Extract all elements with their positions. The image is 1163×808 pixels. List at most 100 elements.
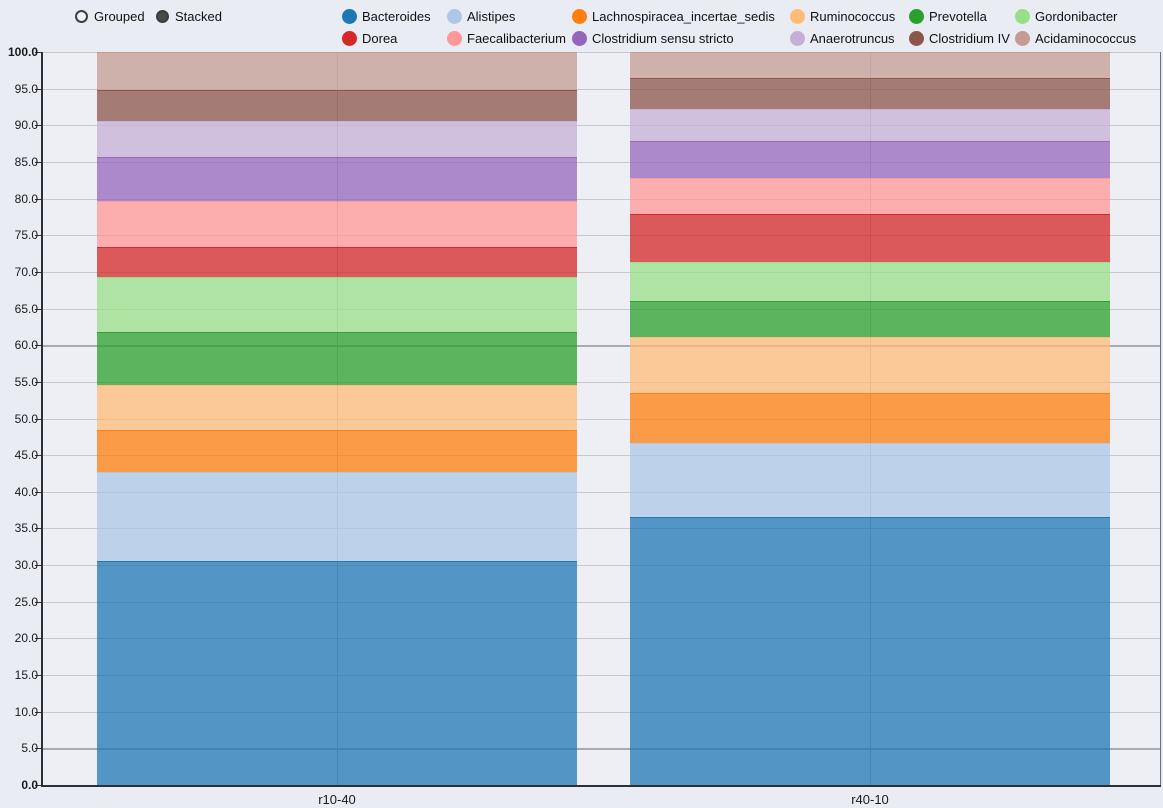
bar-segment-Prevotella[interactable] <box>630 300 1110 338</box>
y-tick-label: 20.0 <box>14 631 38 646</box>
y-axis-spine <box>41 52 43 787</box>
y-tick-label: 85.0 <box>14 154 38 169</box>
radio-stacked-label: Stacked <box>175 8 222 24</box>
bar-segment-Ruminococcus[interactable] <box>97 384 577 430</box>
plot-area <box>43 52 1161 786</box>
gridline <box>43 528 1161 529</box>
y-tick-mark <box>35 382 41 383</box>
legend-label: Clostridium sensu stricto <box>592 30 734 46</box>
legend-item[interactable]: Faecalibacterium <box>447 28 566 48</box>
legend-item[interactable]: Alistipes <box>447 6 515 26</box>
y-tick-mark <box>35 638 41 639</box>
legend-item[interactable]: Bacteroides <box>342 6 431 26</box>
bar-segment-Acidaminococcus[interactable] <box>630 52 1110 79</box>
legend-item[interactable]: Lachnospiracea_incertae_sedis <box>572 6 775 26</box>
bar-segment-Faecalibacterium[interactable] <box>97 200 577 247</box>
y-tick-mark <box>35 162 41 163</box>
legend-swatch-icon <box>1015 8 1030 24</box>
gridline <box>43 309 1161 310</box>
legend-swatch-icon <box>447 8 462 24</box>
gridline <box>43 602 1161 603</box>
bar-segment-Anaerotruncus[interactable] <box>630 109 1110 142</box>
legend-label: Alistipes <box>467 8 516 24</box>
legend-label: Prevotella <box>929 8 987 24</box>
legend-item[interactable]: Dorea <box>342 28 397 48</box>
y-tick-mark <box>35 455 41 456</box>
radio-stacked-icon <box>156 9 169 23</box>
gridline <box>43 89 1161 90</box>
legend-swatch-icon <box>909 30 924 46</box>
gridline <box>43 235 1161 236</box>
bar-segment-Clostridium IV[interactable] <box>97 90 577 121</box>
y-tick-mark <box>35 785 41 786</box>
bar-segment-Clostridium sensu stricto[interactable] <box>630 141 1110 179</box>
gridline <box>43 492 1161 493</box>
y-tick-mark <box>35 272 41 273</box>
bar-segment-Prevotella[interactable] <box>97 332 577 385</box>
legend-item[interactable]: Clostridium sensu stricto <box>572 28 734 48</box>
legend-label: Ruminococcus <box>810 8 896 24</box>
legend-item[interactable]: Gordonibacter <box>1015 6 1117 26</box>
gridline <box>43 162 1161 163</box>
y-tick-mark <box>35 565 41 566</box>
y-tick-label: 15.0 <box>14 668 38 683</box>
y-tick-label: 65.0 <box>14 301 38 316</box>
y-tick-label: 10.0 <box>14 704 38 719</box>
gridline <box>43 382 1161 383</box>
y-tick-label: 90.0 <box>14 118 38 133</box>
legend-label: Gordonibacter <box>1035 8 1118 24</box>
gridline <box>43 638 1161 639</box>
bar-segment-Bacteroides[interactable] <box>97 560 577 785</box>
bar-segment-Bacteroides[interactable] <box>630 516 1110 785</box>
bar-segment-Alistipes[interactable] <box>630 442 1110 517</box>
legend-item[interactable]: Acidaminococcus <box>1015 28 1136 48</box>
legend-item[interactable]: Ruminococcus <box>790 6 895 26</box>
y-tick-label: 75.0 <box>14 228 38 243</box>
bar-segment-Lachnospiracea_incertae_sedis[interactable] <box>630 392 1110 443</box>
legend-swatch-icon <box>342 8 357 24</box>
legend-item[interactable]: Anaerotruncus <box>790 28 895 48</box>
legend-swatch-icon <box>342 30 357 46</box>
legend-item[interactable]: Prevotella <box>909 6 987 26</box>
y-tick-mark <box>35 419 41 420</box>
y-tick-label: 60.0 <box>14 338 38 353</box>
gridline <box>43 345 1161 347</box>
radio-grouped[interactable]: Grouped <box>75 6 145 26</box>
y-tick-mark <box>35 125 41 126</box>
radio-stacked[interactable]: Stacked <box>156 6 222 26</box>
legend-item[interactable]: Clostridium IV <box>909 28 1010 48</box>
y-tick-mark <box>35 528 41 529</box>
legend-label: Faecalibacterium <box>467 30 566 46</box>
y-tick-mark <box>35 89 41 90</box>
legend-label: Dorea <box>362 30 398 46</box>
gridline <box>43 748 1161 750</box>
bar-segment-Acidaminococcus[interactable] <box>97 52 577 91</box>
y-tick-mark <box>35 345 41 346</box>
bar-segment-Faecalibacterium[interactable] <box>630 178 1110 214</box>
y-tick-label: 25.0 <box>14 594 38 609</box>
bar-segment-Alistipes[interactable] <box>97 472 577 561</box>
y-tick-label: 5.0 <box>21 741 38 756</box>
bar-segment-Gordonibacter[interactable] <box>630 262 1110 301</box>
y-tick-mark <box>35 199 41 200</box>
bar-segment-Gordonibacter[interactable] <box>97 277 577 333</box>
bar-segment-Clostridium IV[interactable] <box>630 78 1110 110</box>
y-tick-mark <box>35 235 41 236</box>
gridline <box>43 419 1161 420</box>
legend-swatch-icon <box>447 30 462 46</box>
radio-grouped-icon <box>75 9 88 23</box>
legend-label: Clostridium IV <box>929 30 1010 46</box>
bar-segment-Dorea[interactable] <box>630 214 1110 263</box>
gridline <box>43 272 1161 273</box>
y-tick-label: 95.0 <box>14 81 38 96</box>
bar-segment-Anaerotruncus[interactable] <box>97 120 577 157</box>
bar-segment-Dorea[interactable] <box>97 246 577 278</box>
y-tick-mark <box>35 675 41 676</box>
legend-swatch-icon <box>572 30 587 46</box>
bar-segment-Ruminococcus[interactable] <box>630 337 1110 393</box>
y-tick-label: 80.0 <box>14 191 38 206</box>
bar-segment-Lachnospiracea_incertae_sedis[interactable] <box>97 429 577 473</box>
bar-segment-Clostridium sensu stricto[interactable] <box>97 156 577 201</box>
legend-label: Acidaminococcus <box>1035 30 1137 46</box>
